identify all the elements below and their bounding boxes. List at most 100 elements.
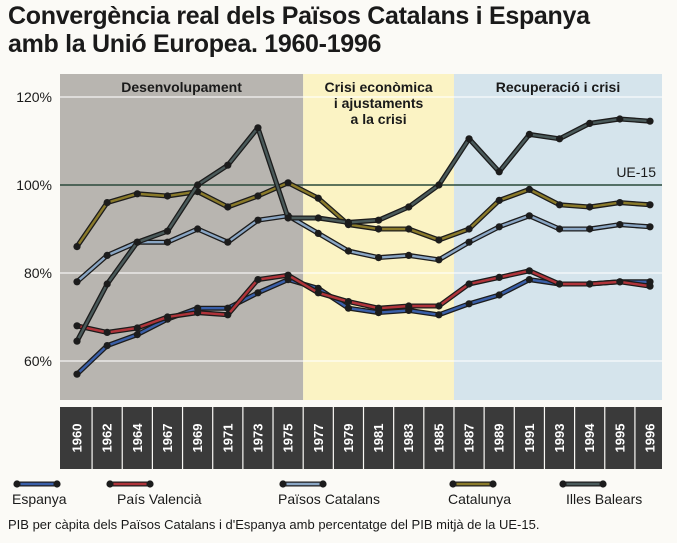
- series-4-line: [76, 181, 651, 248]
- period-label-3-line-1: Recuperació i crisi: [496, 79, 621, 95]
- series-1-point-1964: [133, 331, 141, 339]
- reference-line-label: UE-15: [616, 164, 656, 180]
- series-lines: [73, 115, 654, 378]
- x-tick-label-1994: 1994: [582, 423, 597, 453]
- series-4-point-1964: [133, 190, 141, 198]
- series-5-point-1993: [555, 135, 564, 143]
- period-label-1-line-1: Desenvolupament: [121, 79, 242, 95]
- series-4-point-1960: [73, 243, 81, 251]
- x-tick-label-1981: 1981: [371, 424, 386, 453]
- legend-swatch-dot-end-3: [319, 480, 327, 488]
- series-5-point-1967: [163, 227, 172, 235]
- series-3-point-1969: [194, 225, 202, 233]
- x-tick-label-1960: 1960: [70, 424, 85, 453]
- series-4-point-1989: [495, 196, 503, 204]
- series-5-point-1969: [194, 181, 202, 189]
- legend-swatch-dot-start-5: [559, 480, 567, 488]
- series-3-point-1967: [163, 238, 172, 246]
- x-tick-label-1967: 1967: [160, 424, 175, 453]
- x-tick-label-1973: 1973: [250, 424, 265, 453]
- legend-label-5: Illes Balears: [566, 491, 643, 507]
- series-2-point-1994: [586, 280, 594, 288]
- series-3-point-1989: [495, 223, 503, 231]
- series-4-point-1962: [103, 199, 111, 207]
- gridlines: [60, 96, 662, 362]
- series-5-point-1971: [224, 161, 232, 169]
- x-tick-label-1977: 1977: [311, 424, 326, 453]
- series-1-point-1962: [103, 342, 111, 350]
- legend-label-1: Espanya: [12, 491, 67, 507]
- series-5-point-1977: [314, 214, 322, 222]
- legend-swatch-dot-end-5: [599, 480, 607, 488]
- chart-title: Convergència real dels Països Catalans i…: [8, 2, 590, 58]
- series-4-point-1996: [646, 201, 654, 209]
- reference-line-group: UE-15: [60, 164, 662, 186]
- x-tick-label-1987: 1987: [462, 424, 477, 453]
- series-5-point-1989: [495, 168, 503, 176]
- x-tick-label-1989: 1989: [492, 424, 507, 453]
- x-tick-label-1991: 1991: [522, 424, 537, 453]
- legend-swatch-dot-start-1: [13, 480, 21, 488]
- legend-swatch-dot-start-3: [279, 480, 287, 488]
- series-2-point-1969: [194, 309, 202, 317]
- series-4-point-1993: [555, 201, 564, 209]
- series-4-point-1994: [586, 203, 594, 211]
- series-3-point-1977: [314, 229, 322, 237]
- series-2-point-1995: [616, 278, 624, 286]
- series-5-point-1994: [586, 119, 594, 127]
- x-tick-label-1975: 1975: [281, 424, 296, 453]
- series-2-point-1993: [555, 280, 564, 288]
- series-4-point-1973: [254, 192, 262, 200]
- y-tick-label-60: 60%: [24, 353, 52, 369]
- series-4-point-1995: [616, 199, 624, 207]
- period-label-2-line-1: Crisi econòmica: [325, 79, 433, 95]
- series-5-point-1995: [616, 115, 624, 123]
- legend-swatch-dot-start-4: [449, 480, 457, 488]
- series-4-point-1981: [374, 225, 383, 233]
- series-2-point-1977: [314, 289, 322, 297]
- series-4-point-1987: [465, 225, 473, 233]
- series-2-point-1967: [163, 313, 172, 321]
- series-3-point-1981: [374, 254, 383, 262]
- series-4-point-1985: [435, 236, 443, 244]
- chart-caption: PIB per càpita dels Països Catalans i d'…: [8, 517, 540, 532]
- series-2-point-1981: [374, 304, 383, 312]
- x-axis-year-band: 1960 1962 1964 1967 1969 1971 1973 1975 1977 1979…: [60, 407, 662, 469]
- legend-swatch-5: [559, 480, 607, 488]
- x-tick-label-1964: 1964: [130, 423, 145, 453]
- series-5-line: [75, 117, 651, 342]
- legend-swatch-dot-end-4: [489, 480, 497, 488]
- series-4-point-1975: [284, 179, 292, 187]
- legend-label-3: Països Catalans: [278, 491, 380, 507]
- x-tick-label-1979: 1979: [341, 424, 356, 453]
- series-1-point-1991: [525, 276, 533, 284]
- legend-swatch-2: [106, 480, 154, 488]
- y-axis: 60% 80% 100% 120%: [16, 89, 52, 369]
- series-5-point-1991: [525, 130, 533, 138]
- series-3-point-1987: [465, 238, 473, 246]
- period-label-2-line-3: a la crisi: [351, 111, 407, 127]
- series-2-point-1985: [435, 302, 443, 310]
- series-3-point-1985: [435, 256, 443, 264]
- series-4: [73, 179, 654, 251]
- series-3-line: [76, 214, 651, 283]
- x-tick-label-1993: 1993: [552, 424, 567, 453]
- legend-label-2: País Valencià: [117, 491, 202, 507]
- x-tick-label-1983: 1983: [401, 424, 416, 453]
- x-tick-label-1971: 1971: [220, 424, 235, 453]
- series-5-point-1979: [344, 218, 353, 226]
- series-5-point-1981: [374, 216, 383, 224]
- period-label-2-line-2: i ajustaments: [334, 95, 424, 111]
- series-2-point-1973: [254, 276, 262, 284]
- series-2-point-1989: [495, 273, 503, 281]
- x-tick-label-1996: 1996: [643, 424, 658, 453]
- legend-swatch-dot-end-1: [53, 480, 61, 488]
- chart-title-line-2: amb la Unió Europea. 1960-1996: [8, 30, 382, 58]
- series-5-point-1960: [73, 337, 81, 345]
- series-2-point-1987: [465, 280, 473, 288]
- legend-swatch-1: [13, 480, 61, 488]
- y-tick-label-80: 80%: [24, 265, 52, 281]
- series-3-point-1979: [344, 247, 353, 255]
